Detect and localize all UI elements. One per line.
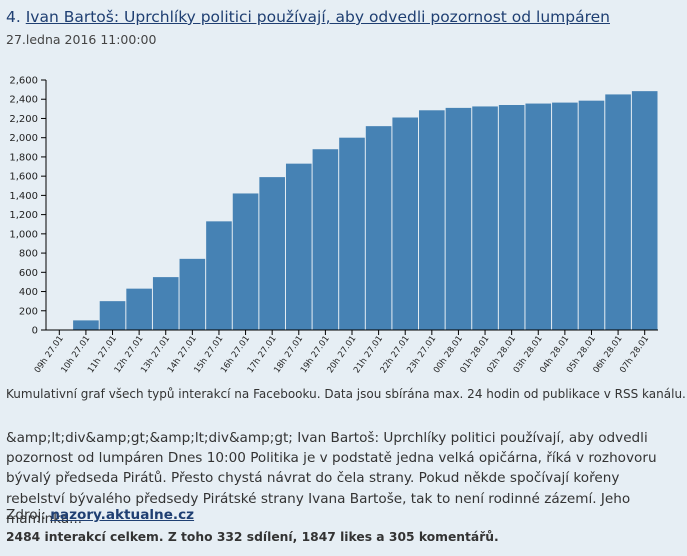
bar [498, 105, 525, 330]
bar [73, 320, 99, 330]
y-tick-label: 600 [19, 268, 38, 279]
y-tick-label: 2,000 [9, 133, 38, 144]
y-tick-label: 2,400 [9, 95, 38, 106]
bar [605, 94, 631, 330]
bar [445, 107, 472, 330]
source-label: Zdroj: [6, 507, 46, 523]
y-tick-label: 2,200 [9, 114, 38, 125]
bar [365, 126, 392, 331]
y-axis: 0 200 400 600 800 1,000 1,200 1,400 1,600 1,800 2,… [9, 76, 47, 337]
y-tick-label: 800 [19, 249, 38, 260]
y-tick-label: 1,400 [9, 191, 38, 202]
y-tick-label: 1,200 [9, 210, 38, 221]
y-tick-label: 1,600 [9, 172, 38, 183]
bar [259, 177, 285, 330]
bar [285, 163, 312, 330]
article-excerpt: &amp;lt;div&amp;gt;&amp;lt;div&amp;gt; I… [6, 430, 657, 527]
headline: 4. Ivan Bartoš: Uprchlíky politici použí… [6, 8, 610, 26]
bar [99, 301, 126, 330]
bar [206, 221, 232, 330]
bar [552, 102, 578, 330]
bar [179, 258, 206, 330]
headline-number: 4. [6, 8, 21, 26]
bar [525, 103, 552, 330]
chart-caption: Kumulativní graf všech typů interakcí na… [6, 387, 686, 401]
publish-date: 27.ledna 2016 11:00:00 [6, 32, 157, 47]
bar [419, 110, 445, 331]
bar [232, 193, 259, 330]
bar [631, 91, 658, 331]
source-link[interactable]: nazory.aktualne.cz [50, 507, 195, 523]
bar [312, 149, 339, 330]
bars [46, 91, 658, 331]
y-tick-label: 0 [32, 326, 38, 337]
interactions-summary: 2484 interakcí celkem. Z toho 332 sdílen… [6, 530, 499, 544]
bar [578, 100, 605, 330]
source-line: Zdroj: nazory.aktualne.cz [6, 507, 194, 523]
bar [339, 137, 365, 330]
y-tick-label: 1,800 [9, 152, 38, 163]
headline-link[interactable]: Ivan Bartoš: Uprchlíky politici používaj… [25, 8, 610, 26]
interactions-chart: 0 200 400 600 800 1,000 1,200 1,400 1,600 1,800 2,… [9, 76, 658, 375]
bar [126, 288, 152, 330]
bar [152, 277, 179, 330]
y-tick-label: 2,600 [9, 76, 38, 87]
y-tick-label: 200 [19, 306, 38, 317]
bar [392, 117, 419, 330]
y-tick-label: 1,000 [9, 229, 38, 240]
bar [472, 106, 498, 330]
y-tick-label: 400 [19, 287, 38, 298]
